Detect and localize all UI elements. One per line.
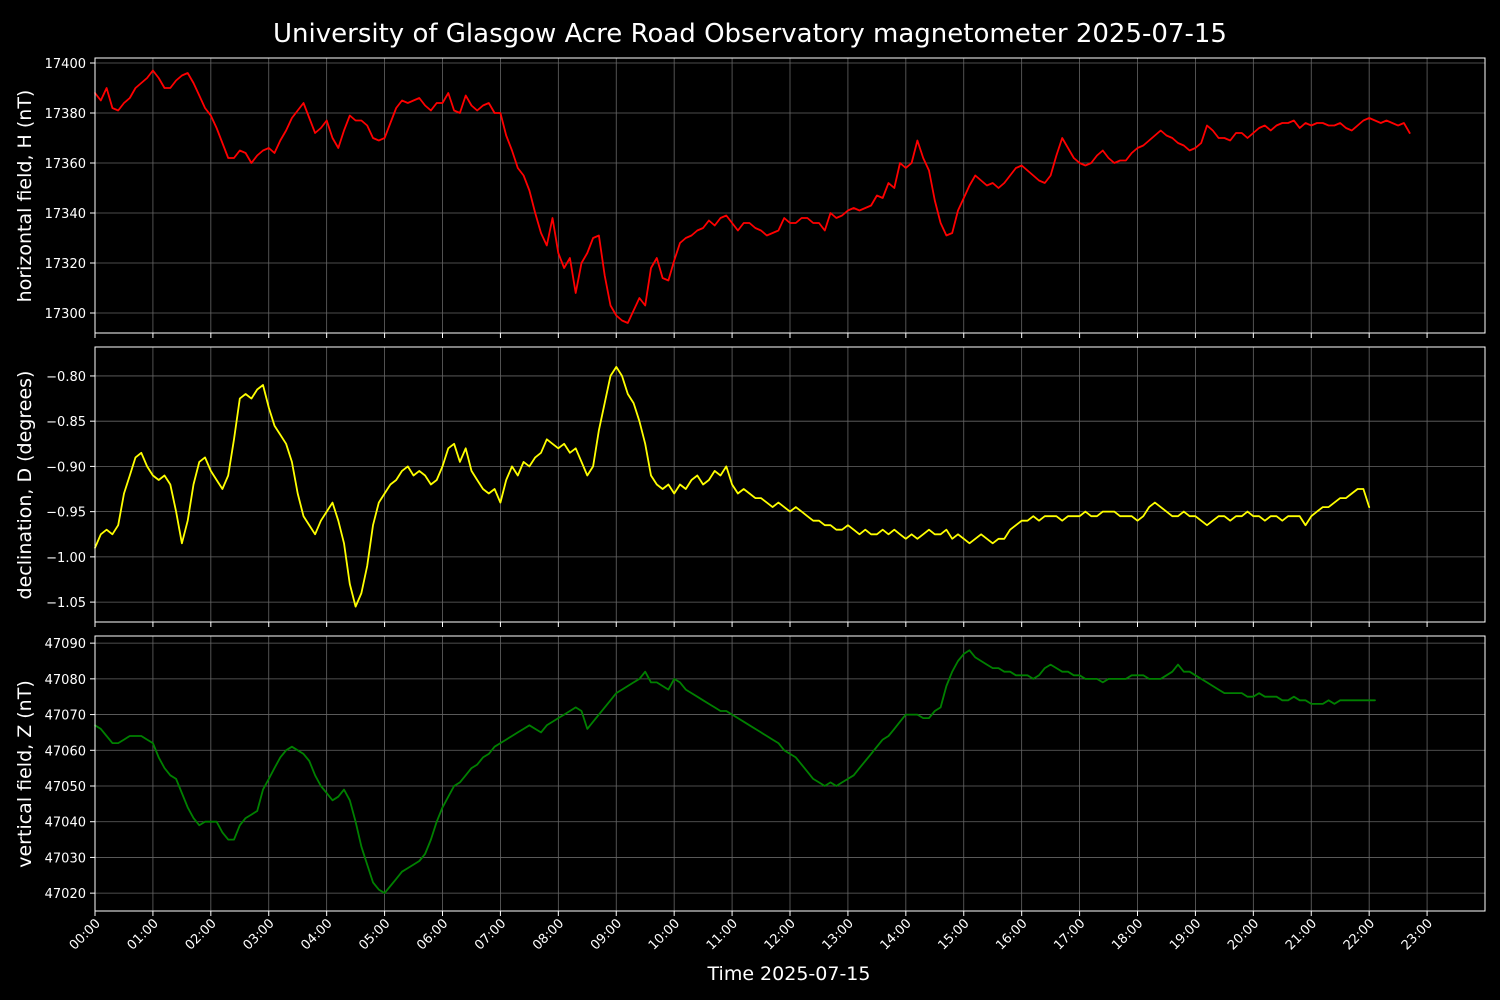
- declination-panel: −1.05 −1.00 −0.95 −0.90 −0.85 −0.80: [46, 346, 1486, 627]
- y-tick-label-z: 47080: [45, 673, 86, 688]
- x-axis-ticks: 00:00 01:00 02:00 03:00 04:00 05:00 06:00 07:00…: [67, 916, 1436, 953]
- x-tick-label: 18:00: [1109, 916, 1146, 953]
- y-tick-label-z: 47040: [45, 816, 86, 831]
- horizontal-field-panel: 17300 17320 17340 17360 17380 17400: [45, 57, 1486, 338]
- y-axis-label-z: vertical field, Z (nT): [14, 680, 36, 868]
- x-tick-label: 21:00: [1283, 916, 1320, 953]
- x-tick-label: 23:00: [1399, 916, 1436, 953]
- axes-frame: [94, 57, 1486, 334]
- y-tick-label-d: −0.80: [46, 370, 86, 385]
- y-tick-label-h: 17360: [45, 157, 86, 172]
- y-tick-label-z: 47060: [45, 744, 86, 759]
- x-tick-label: 14:00: [878, 916, 915, 953]
- y-tick-label-h: 17320: [45, 257, 86, 272]
- x-tick-label: 22:00: [1341, 916, 1378, 953]
- y-axis-label-d: declination, D (degrees): [14, 371, 36, 600]
- x-tick-label: 16:00: [993, 916, 1030, 953]
- chart-title: University of Glasgow Acre Road Observat…: [273, 19, 1227, 49]
- x-tick-label: 20:00: [1225, 916, 1262, 953]
- y-tick-label-h: 17340: [45, 207, 86, 222]
- y-tick-label-d: −0.95: [46, 506, 86, 521]
- x-tick-label: 19:00: [1167, 916, 1204, 953]
- y-tick-label-d: −1.05: [46, 596, 86, 611]
- y-tick-label-z: 47070: [45, 709, 86, 724]
- x-tick-label: 12:00: [762, 916, 799, 953]
- x-tick-label: 03:00: [240, 916, 277, 953]
- x-tick-label: 17:00: [1051, 916, 1088, 953]
- y-tick-label-h: 17380: [45, 107, 86, 122]
- x-tick-label: 01:00: [125, 916, 162, 953]
- axes-frame: [94, 635, 1486, 912]
- x-tick-label: 05:00: [356, 916, 393, 953]
- x-tick-label: 08:00: [530, 916, 567, 953]
- series-line-h: [94, 69, 1411, 324]
- series-line-d: [94, 365, 1371, 608]
- y-tick-label-h: 17400: [45, 57, 86, 72]
- x-tick-label: 09:00: [588, 916, 625, 953]
- x-tick-label: 11:00: [704, 916, 741, 953]
- y-tick-label-z: 47020: [45, 887, 86, 902]
- y-tick-label-z: 47050: [45, 780, 86, 795]
- y-axis-label-h: horizontal field, H (nT): [14, 90, 36, 303]
- y-tick-label-d: −1.00: [46, 551, 86, 566]
- y-tick-label-d: −0.85: [46, 415, 86, 430]
- x-axis-label: Time 2025-07-15: [707, 963, 871, 985]
- y-tick-label-h: 17300: [45, 307, 86, 322]
- x-tick-label: 04:00: [298, 916, 335, 953]
- axes-frame: [94, 346, 1486, 623]
- x-tick-label: 02:00: [183, 916, 220, 953]
- x-tick-label: 06:00: [414, 916, 451, 953]
- y-tick-label-d: −0.90: [46, 460, 86, 475]
- vertical-field-panel: 47020 47030 47040 47050 47060 47070 47080 47090: [45, 635, 1486, 916]
- series-line-z: [94, 649, 1376, 894]
- x-tick-label: 13:00: [820, 916, 857, 953]
- y-tick-label-z: 47090: [45, 637, 86, 652]
- x-tick-label: 00:00: [67, 916, 104, 953]
- y-tick-label-z: 47030: [45, 851, 86, 866]
- x-tick-label: 07:00: [472, 916, 509, 953]
- x-tick-label: 15:00: [935, 916, 972, 953]
- x-tick-label: 10:00: [646, 916, 683, 953]
